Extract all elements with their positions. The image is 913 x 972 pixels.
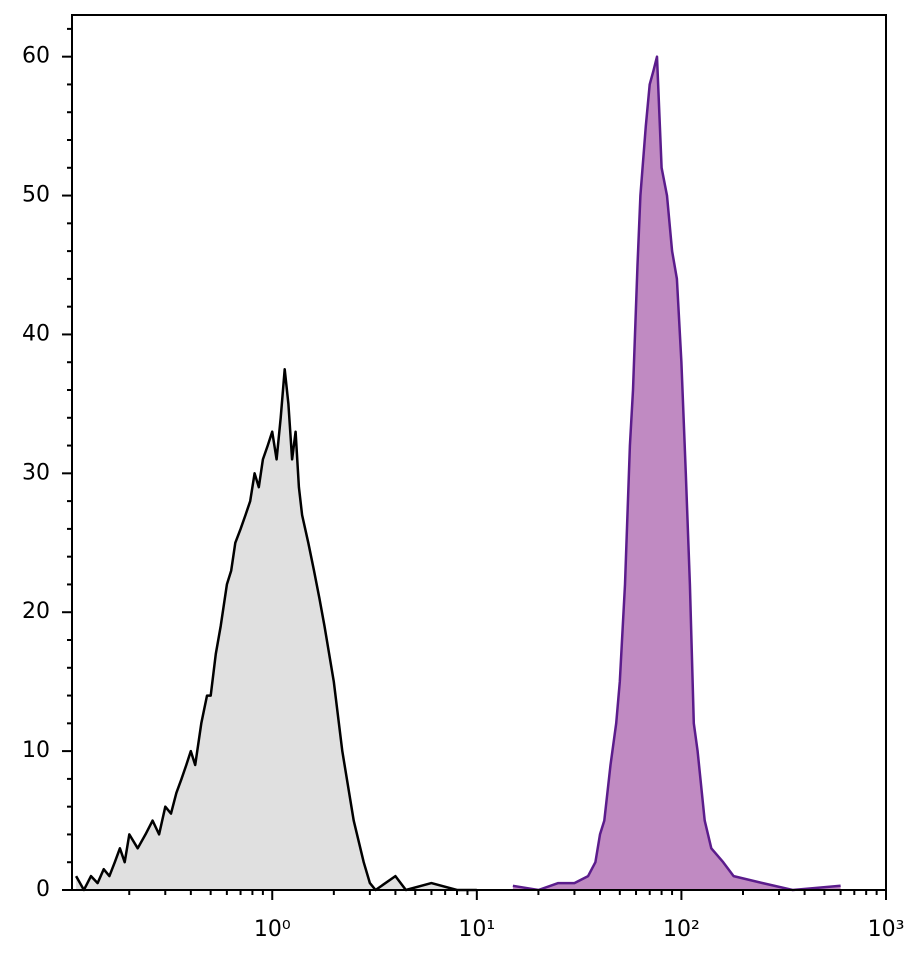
x-tick-label: 10² — [663, 917, 700, 942]
y-tick-label: 0 — [36, 877, 50, 902]
y-tick-label: 50 — [22, 183, 50, 208]
histogram-line — [75, 367, 477, 892]
y-tick-label: 60 — [22, 44, 50, 69]
plot-area — [75, 55, 841, 892]
y-tick-label: 30 — [22, 460, 50, 485]
x-tick-label: 10³ — [868, 917, 905, 942]
x-tick-label: 10⁰ — [254, 917, 291, 942]
histogram-area — [512, 56, 841, 890]
y-tick-label: 20 — [22, 599, 50, 624]
y-tick-label: 10 — [22, 738, 50, 763]
histogram-area — [76, 369, 477, 890]
x-tick-label: 10¹ — [458, 917, 495, 942]
histogram-line — [512, 55, 841, 892]
plot-frame — [71, 14, 887, 891]
y-tick-label: 40 — [22, 321, 50, 346]
